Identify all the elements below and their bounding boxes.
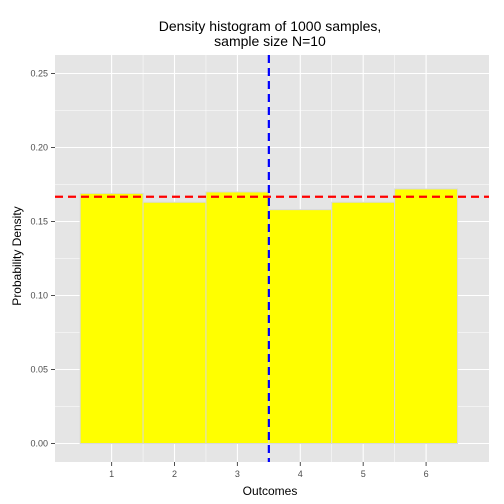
y-tick-label: 0.05 [30, 365, 48, 375]
bar-outcome-1 [79, 192, 144, 444]
bar-outcome-3 [205, 191, 270, 444]
bar-outcome-5 [331, 201, 396, 444]
x-axis: 1 2 3 4 5 6 [109, 462, 429, 479]
x-tick-label: 6 [424, 469, 429, 479]
chart-title-line-1: Density histogram of 1000 samples, [159, 18, 382, 34]
x-tick-label: 3 [235, 469, 240, 479]
chart-title-line-2: sample size N=10 [214, 33, 326, 49]
y-axis: 0.00 0.05 0.10 0.15 0.20 0.25 [30, 69, 55, 449]
x-tick-label: 2 [172, 469, 177, 479]
x-axis-title: Outcomes [243, 484, 298, 498]
reference-lines [55, 55, 489, 462]
y-tick-label: 0.10 [30, 291, 48, 301]
bar-outcome-2 [142, 201, 207, 444]
bars [79, 188, 459, 444]
y-tick-label: 0.00 [30, 439, 48, 449]
y-tick-label: 0.20 [30, 143, 48, 153]
y-tick-label: 0.15 [30, 217, 48, 227]
bar-outcome-4 [268, 209, 333, 444]
bar-outcome-6 [394, 188, 459, 444]
x-tick-label: 5 [361, 469, 366, 479]
x-tick-label: 4 [298, 469, 303, 479]
x-tick-label: 1 [109, 469, 114, 479]
y-tick-label: 0.25 [30, 69, 48, 79]
y-axis-title: Probability Density [10, 206, 24, 305]
